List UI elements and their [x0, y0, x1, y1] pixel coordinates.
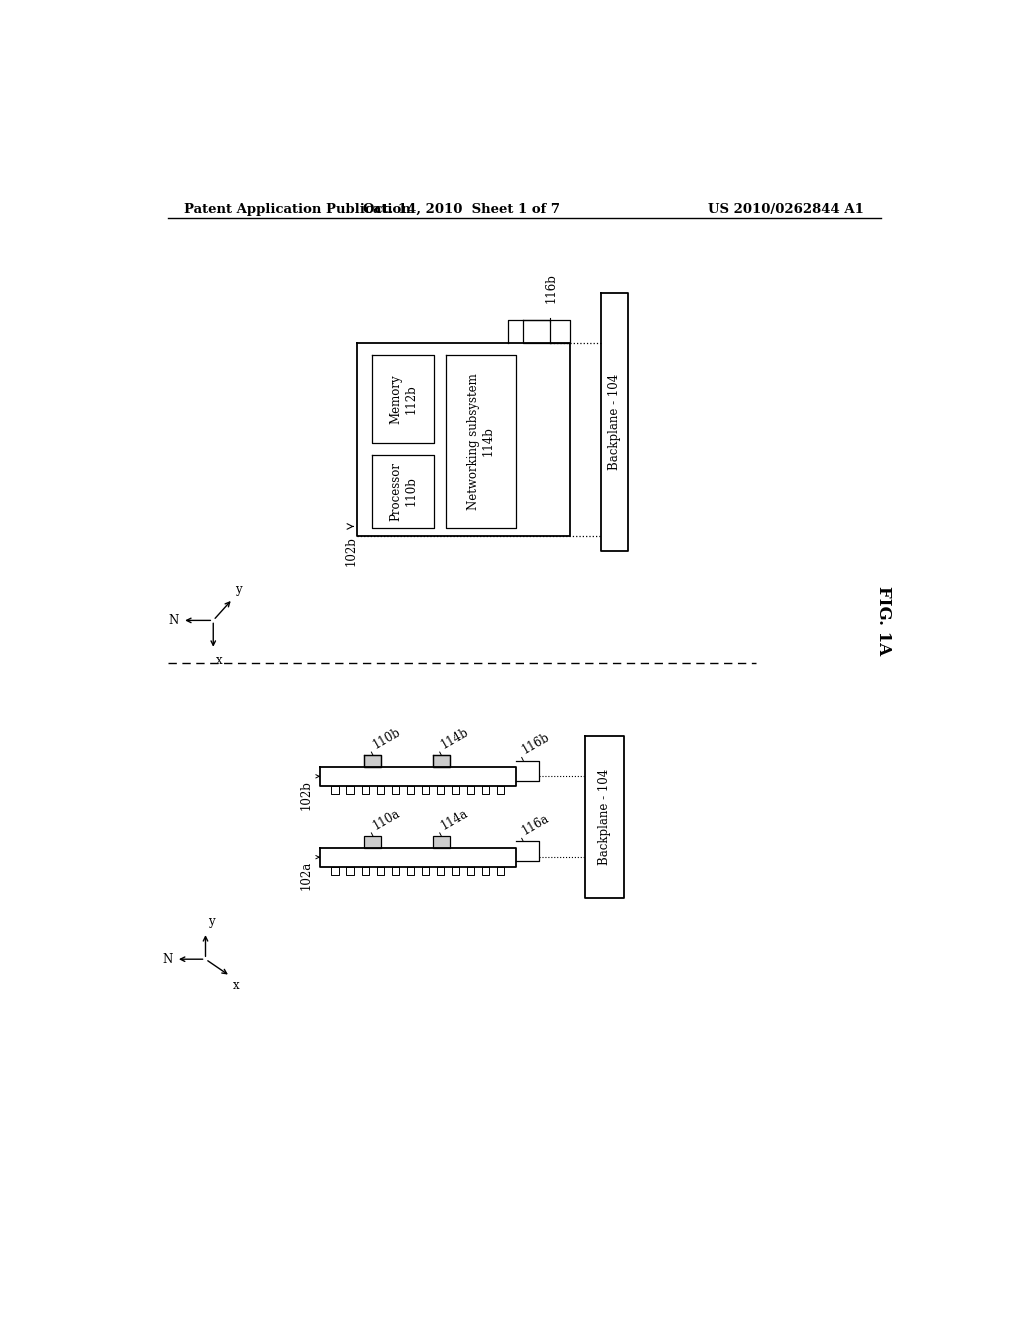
- Text: Patent Application Publication: Patent Application Publication: [183, 203, 411, 216]
- Text: 116b: 116b: [519, 730, 552, 756]
- Text: 102b: 102b: [345, 536, 358, 565]
- Text: Processor
110b: Processor 110b: [389, 462, 417, 521]
- Text: Networking subsystem
114b: Networking subsystem 114b: [467, 374, 495, 510]
- Text: Backplane - 104: Backplane - 104: [598, 768, 611, 865]
- Text: 110b: 110b: [371, 725, 403, 751]
- Bar: [365, 836, 382, 847]
- Text: 116b: 116b: [545, 273, 558, 304]
- Text: N: N: [163, 953, 173, 966]
- Bar: [433, 836, 450, 847]
- Text: y: y: [208, 915, 214, 928]
- Text: Memory
112b: Memory 112b: [389, 374, 417, 424]
- Text: 110a: 110a: [371, 807, 402, 832]
- Text: 102b: 102b: [299, 780, 312, 810]
- Text: Oct. 14, 2010  Sheet 1 of 7: Oct. 14, 2010 Sheet 1 of 7: [362, 203, 560, 216]
- Text: y: y: [234, 582, 242, 595]
- Text: Backplane - 104: Backplane - 104: [608, 374, 621, 470]
- Bar: [365, 755, 382, 767]
- Text: US 2010/0262844 A1: US 2010/0262844 A1: [709, 203, 864, 216]
- Text: 114a: 114a: [439, 807, 471, 832]
- Text: 116a: 116a: [519, 812, 551, 837]
- Text: x: x: [216, 655, 222, 668]
- Text: 102a: 102a: [299, 861, 312, 890]
- Text: FIG. 1A: FIG. 1A: [876, 586, 892, 655]
- Bar: [433, 755, 450, 767]
- Text: x: x: [232, 979, 240, 993]
- Text: 114b: 114b: [439, 725, 471, 751]
- Text: N: N: [169, 614, 179, 627]
